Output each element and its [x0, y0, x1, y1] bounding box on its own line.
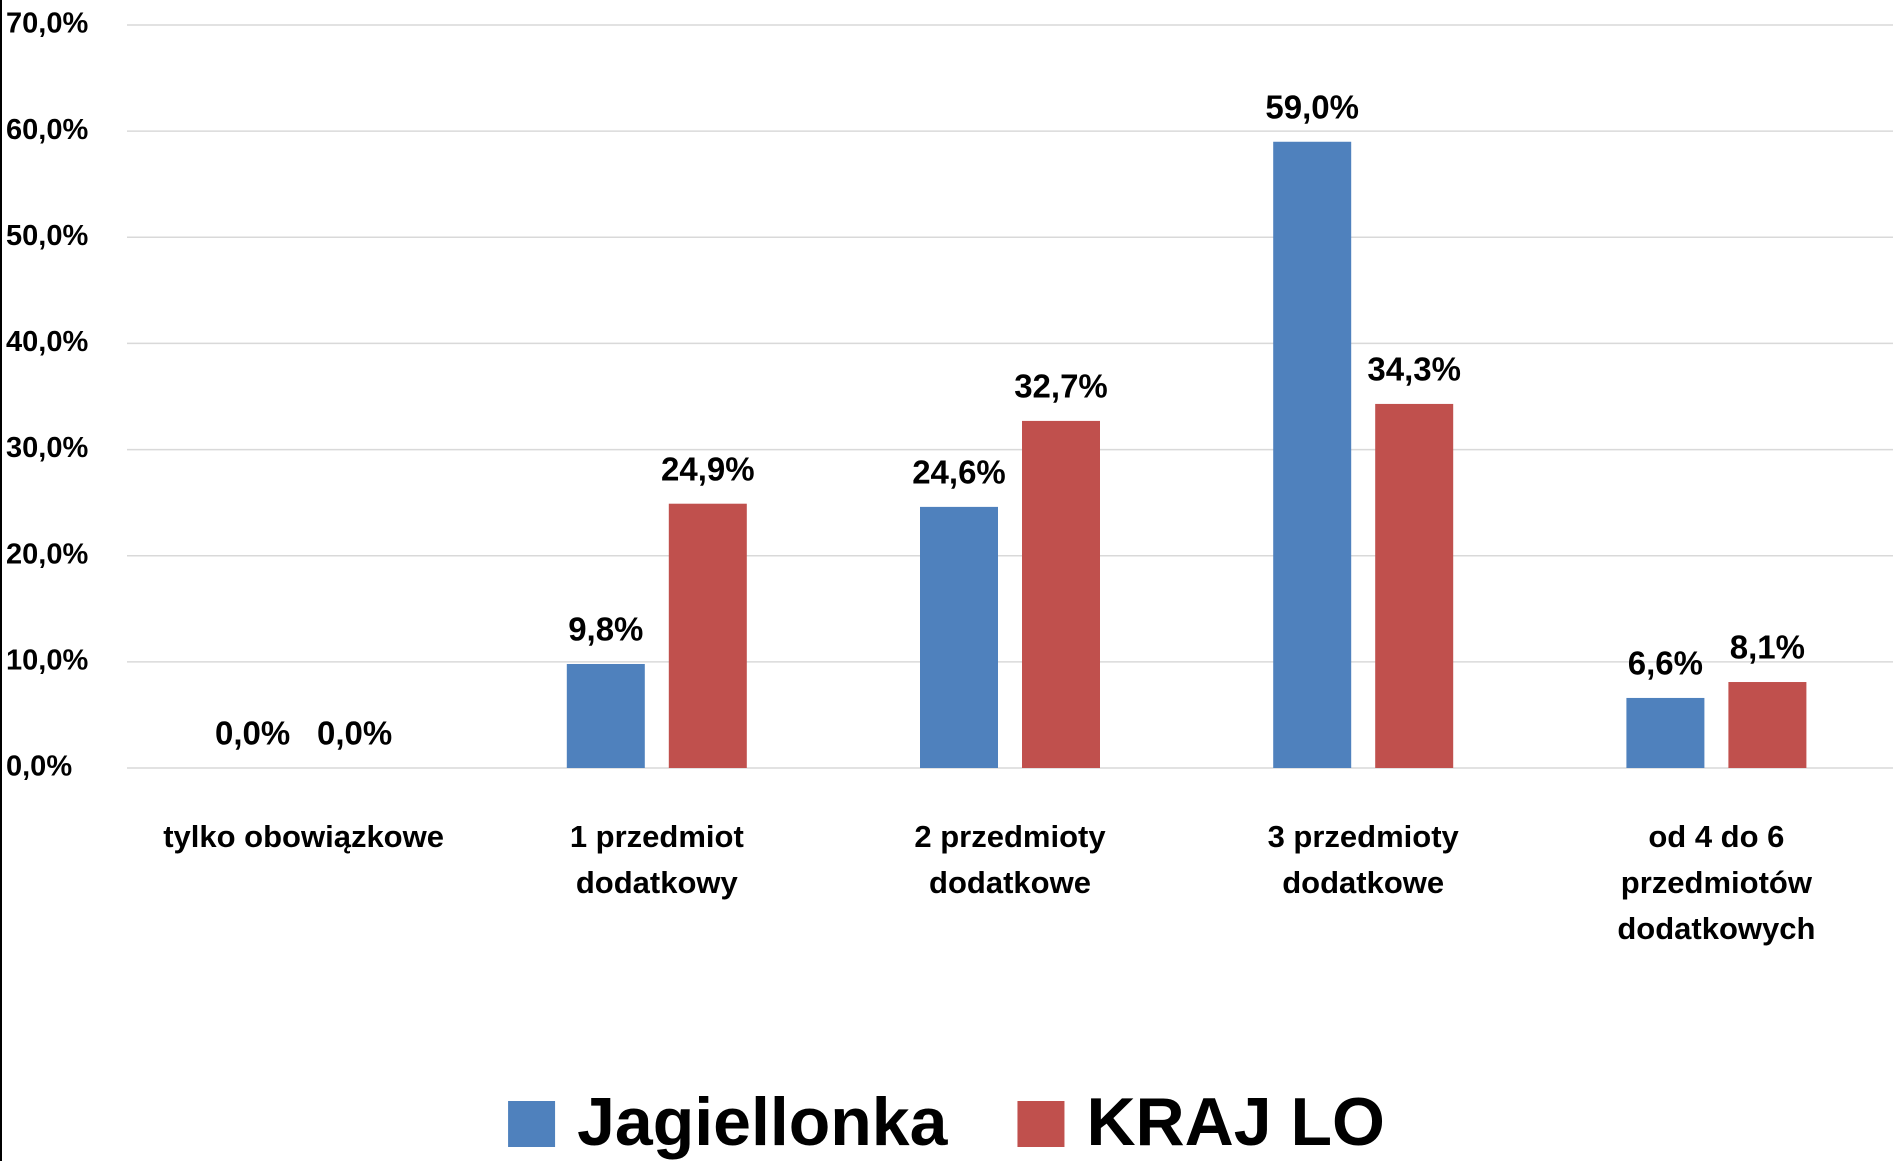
data-label: 59,0% — [1265, 88, 1359, 125]
legend-swatch — [508, 1101, 556, 1147]
bar — [566, 663, 645, 768]
data-label: 8,1% — [1730, 629, 1805, 666]
data-label: 32,7% — [1014, 368, 1108, 405]
y-tick-label: 40,0% — [6, 326, 88, 358]
data-label: 24,9% — [661, 450, 755, 487]
bar — [668, 503, 747, 768]
bar — [1626, 697, 1705, 768]
y-tick-label: 10,0% — [6, 645, 88, 677]
bar — [1273, 141, 1352, 768]
bar — [1375, 403, 1454, 768]
x-tick-label: tylko obowiązkowe — [163, 819, 444, 854]
bar — [1022, 420, 1100, 768]
y-tick-label: 20,0% — [6, 538, 88, 570]
legend-label: KRAJ LO — [1086, 1084, 1384, 1160]
y-tick-label: 30,0% — [6, 432, 88, 464]
x-tick-label: od 4 do 6 przedmiotów dodatkowych — [1617, 819, 1816, 946]
y-tick-label: 50,0% — [6, 220, 88, 252]
legend-label: Jagiellonka — [577, 1084, 949, 1160]
data-label: 9,8% — [568, 611, 643, 648]
data-label: 0,0% — [317, 715, 392, 752]
x-tick-label: 1 przedmiot dodatkowy — [569, 819, 744, 900]
y-tick-label: 70,0% — [6, 8, 88, 40]
bar — [1728, 682, 1807, 768]
y-tick-label: 0,0% — [6, 751, 72, 783]
x-tick-label: 2 przedmioty dodatkowe — [914, 819, 1106, 900]
data-label: 0,0% — [215, 715, 290, 752]
y-tick-label: 60,0% — [6, 114, 88, 146]
bar — [920, 506, 998, 768]
x-tick-label: 3 przedmioty dodatkowe — [1267, 819, 1459, 900]
data-label: 24,6% — [912, 454, 1006, 491]
data-label: 6,6% — [1628, 645, 1703, 682]
legend-swatch — [1017, 1101, 1065, 1147]
data-label: 34,3% — [1367, 351, 1461, 388]
